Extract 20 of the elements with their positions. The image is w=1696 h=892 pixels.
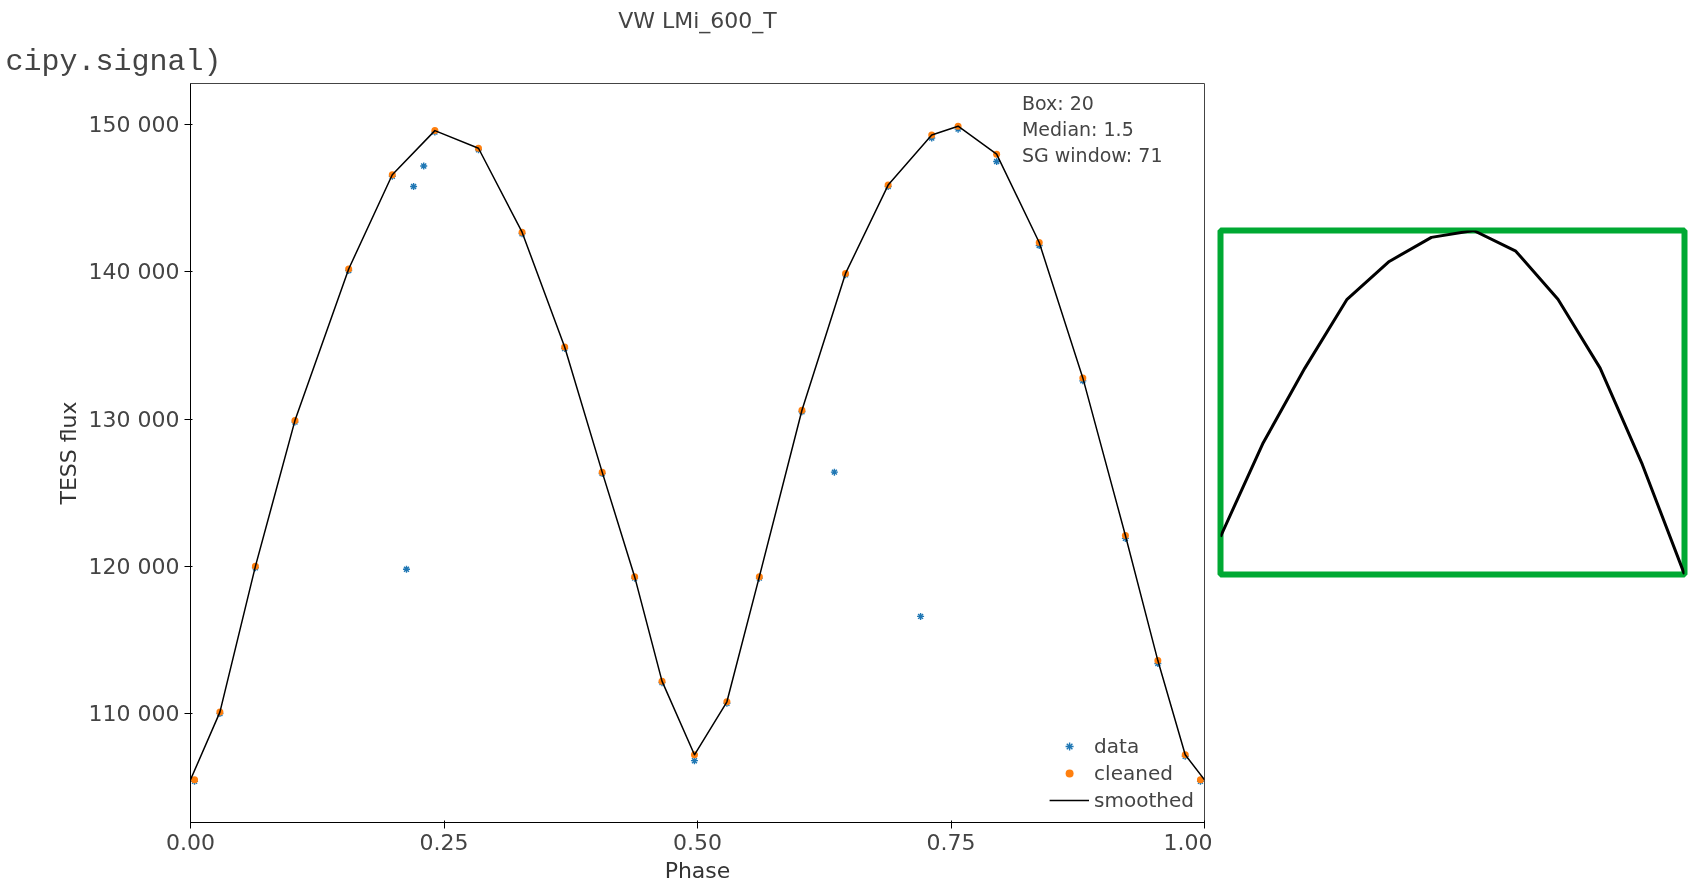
x-tick-label: 0.25 xyxy=(419,829,469,855)
x-axis-title: Phase xyxy=(664,857,731,883)
y-tick-label: 150 000 xyxy=(88,112,180,138)
y-tick-label: 110 000 xyxy=(88,701,180,727)
x-tick-label: 0.50 xyxy=(673,829,722,855)
x-tick-label: 0.00 xyxy=(166,829,215,855)
legend-label: data xyxy=(1094,734,1140,758)
chart-title: VW LMi_600_T xyxy=(618,7,778,34)
legend-label: smoothed xyxy=(1094,788,1194,812)
annotation: Median: 1.5 xyxy=(1021,117,1134,140)
annotation: Box: 20 xyxy=(1021,91,1094,114)
legend-label: cleaned xyxy=(1094,761,1173,785)
x-tick-label: 0.75 xyxy=(926,829,976,855)
x-tick-label: 1.00 xyxy=(1163,829,1213,855)
y-axis-title: TESS flux xyxy=(55,401,81,506)
annotation: SG window: 71 xyxy=(1021,143,1163,166)
y-tick-label: 120 000 xyxy=(88,553,180,579)
y-tick-label: 130 000 xyxy=(88,406,180,432)
text: cipy.signal) xyxy=(5,44,222,79)
y-tick-label: 140 000 xyxy=(88,259,180,285)
